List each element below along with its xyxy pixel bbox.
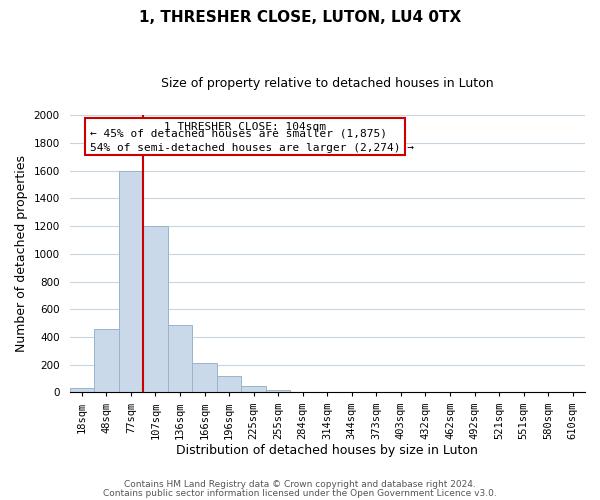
Bar <box>70 388 94 392</box>
Bar <box>192 364 217 392</box>
X-axis label: Distribution of detached houses by size in Luton: Distribution of detached houses by size … <box>176 444 478 458</box>
Bar <box>241 386 266 392</box>
Text: Contains public sector information licensed under the Open Government Licence v3: Contains public sector information licen… <box>103 488 497 498</box>
Text: 1 THRESHER CLOSE: 104sqm: 1 THRESHER CLOSE: 104sqm <box>164 122 326 132</box>
Bar <box>217 376 241 392</box>
Text: Contains HM Land Registry data © Crown copyright and database right 2024.: Contains HM Land Registry data © Crown c… <box>124 480 476 489</box>
Title: Size of property relative to detached houses in Luton: Size of property relative to detached ho… <box>161 78 494 90</box>
Y-axis label: Number of detached properties: Number of detached properties <box>15 156 28 352</box>
Bar <box>94 328 119 392</box>
Bar <box>143 226 168 392</box>
FancyBboxPatch shape <box>85 118 404 156</box>
Bar <box>168 324 192 392</box>
Text: 1, THRESHER CLOSE, LUTON, LU4 0TX: 1, THRESHER CLOSE, LUTON, LU4 0TX <box>139 10 461 25</box>
Text: ← 45% of detached houses are smaller (1,875): ← 45% of detached houses are smaller (1,… <box>90 128 387 138</box>
Bar <box>119 170 143 392</box>
Bar <box>266 390 290 392</box>
Text: 54% of semi-detached houses are larger (2,274) →: 54% of semi-detached houses are larger (… <box>90 143 414 153</box>
